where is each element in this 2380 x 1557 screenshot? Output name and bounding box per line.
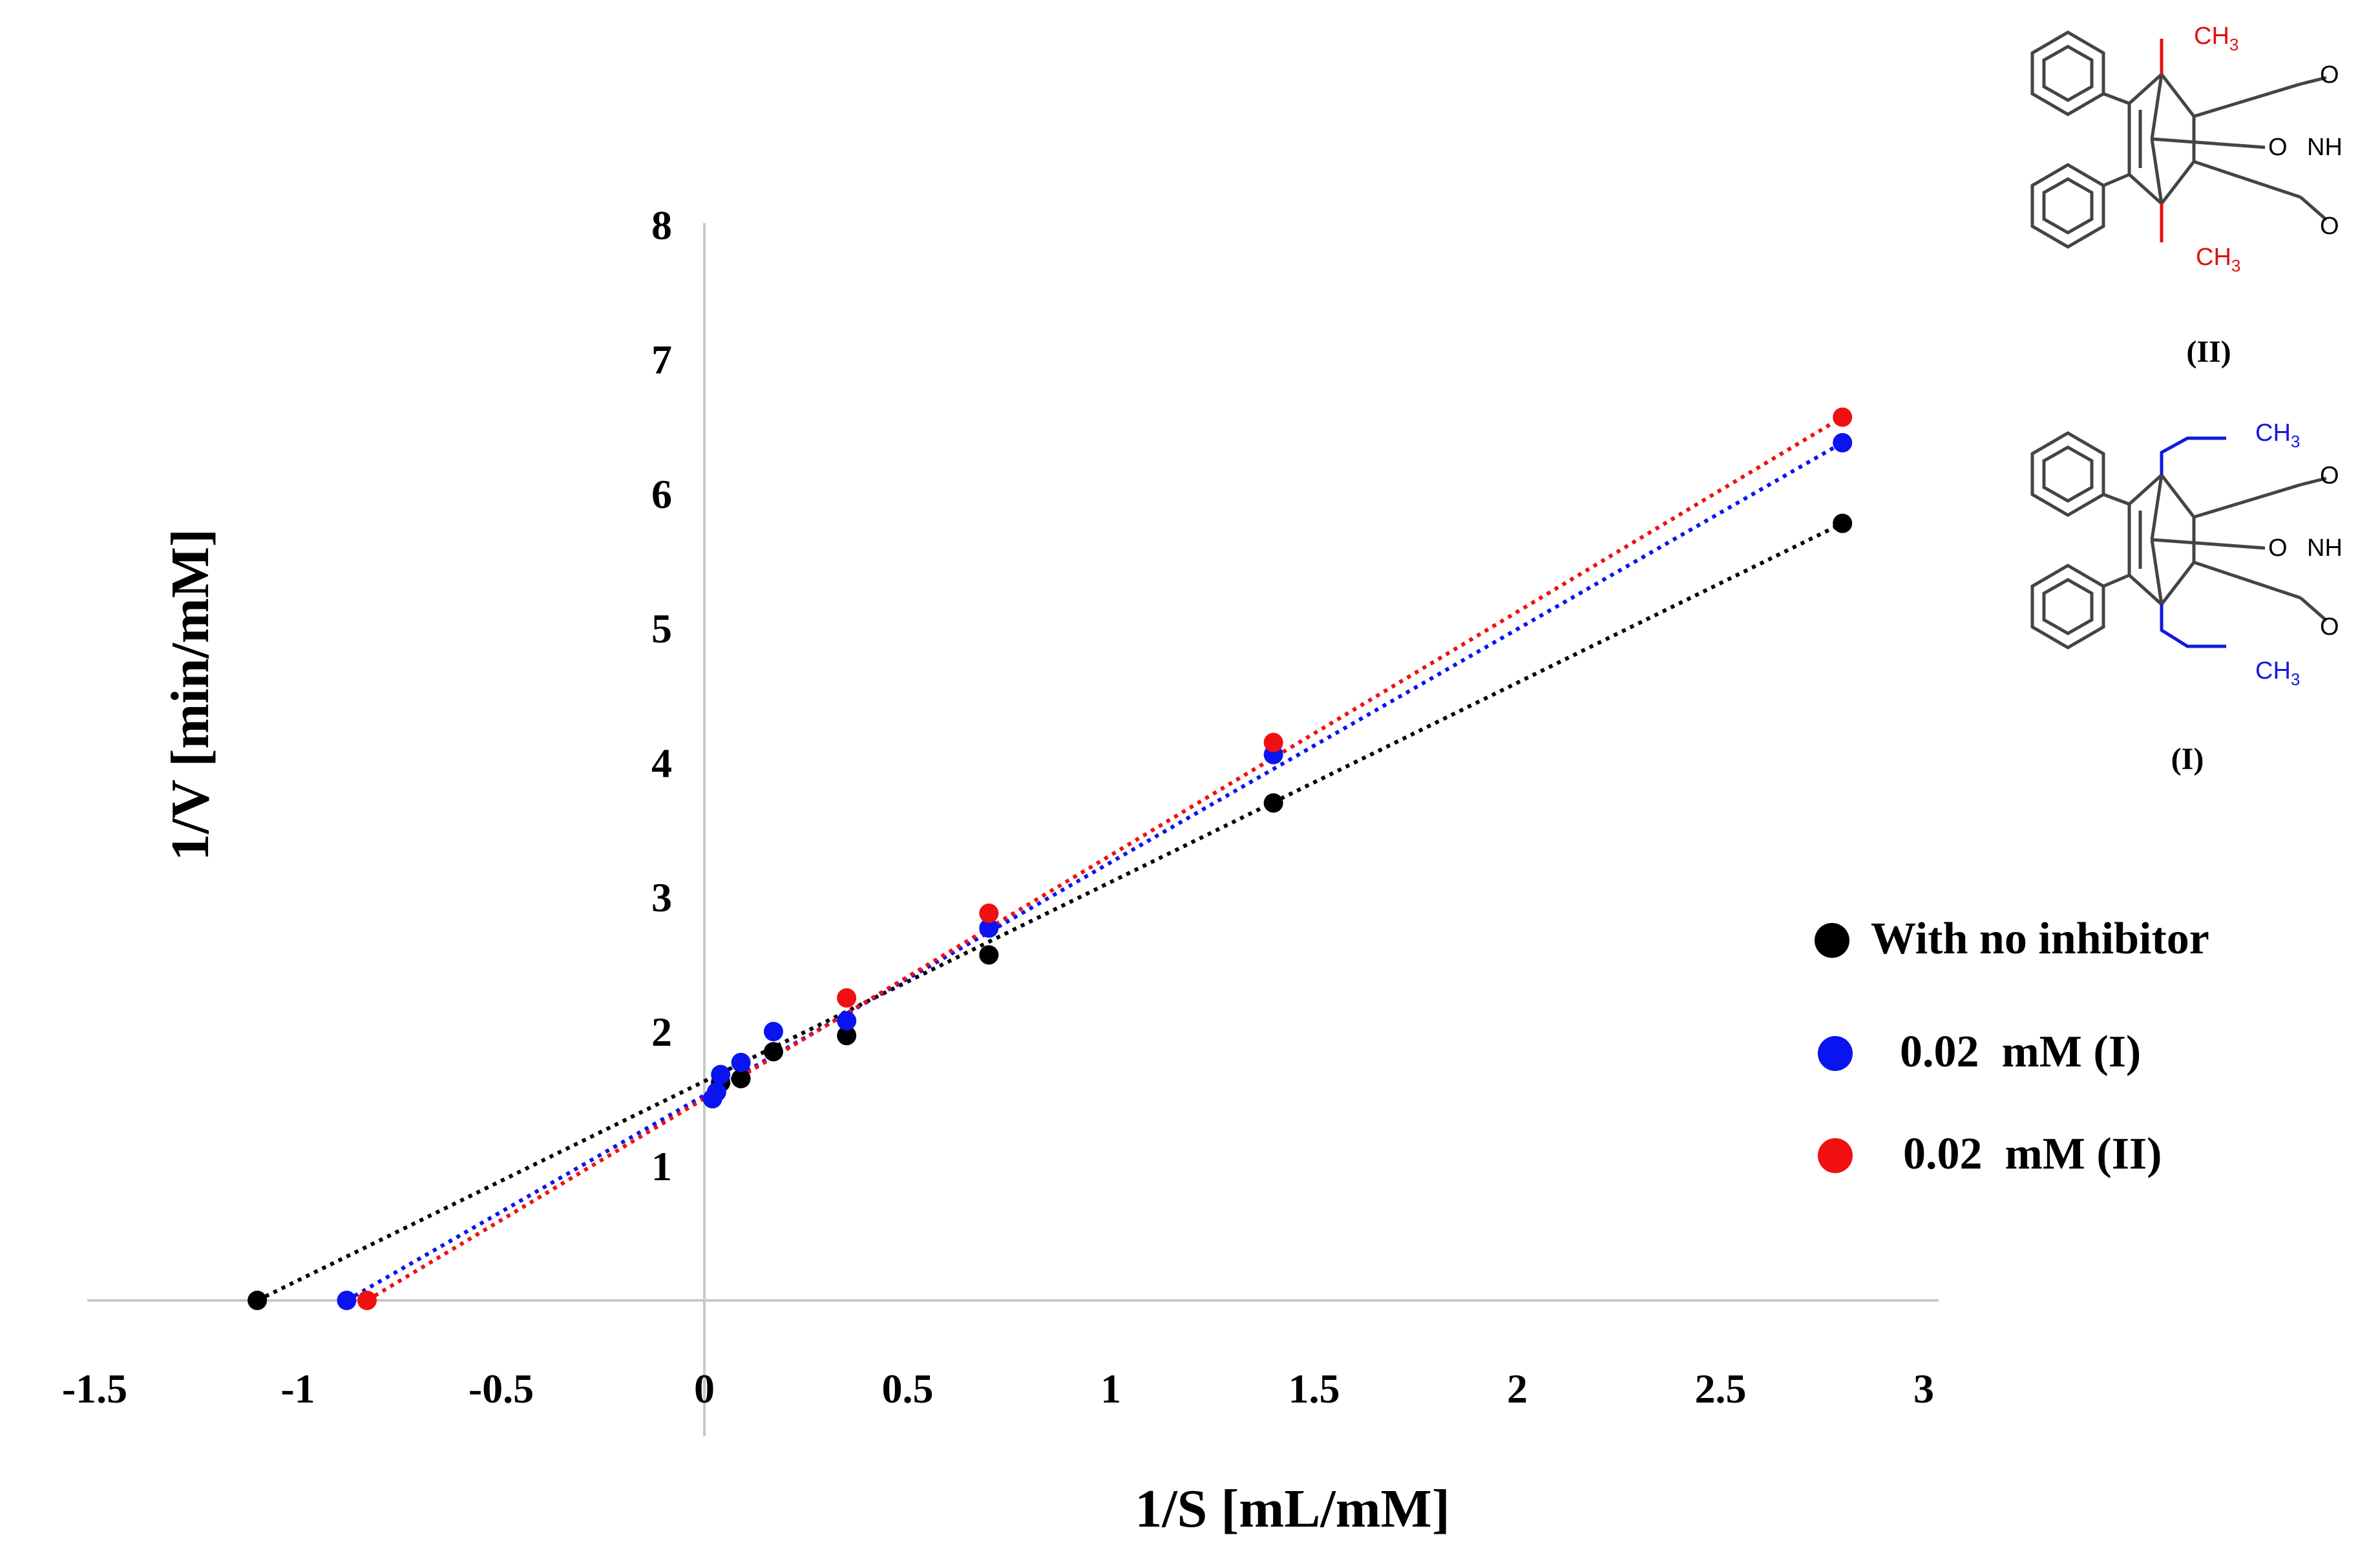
- legend-label-inhibitor-i: 0.02 mM (I): [1900, 1027, 2141, 1077]
- x-tick-label-8: 2.5: [1695, 1366, 1747, 1412]
- ethyl-label-i-lower: CH3: [2255, 657, 2300, 689]
- legend-marker-no-inhibitor: [1815, 923, 1849, 958]
- structure-ii: CH3 CH3 O NH O O (II): [2030, 23, 2343, 369]
- x-tick-label-3: 0: [694, 1366, 715, 1412]
- x-tick-label-7: 2: [1507, 1366, 1528, 1412]
- phenyl-ring-bottom-upper: [2030, 431, 2105, 517]
- x-tick-label-9: 3: [1913, 1366, 1934, 1412]
- point-no-inhibitor-2: [731, 1068, 751, 1088]
- point-inhibitor-i-5: [763, 1022, 783, 1041]
- point-inhibitor-ii-2: [979, 903, 999, 923]
- x-axis-title: 1/S [mL/mM]: [1135, 1479, 1450, 1539]
- x-tick-label-2: -0.5: [469, 1366, 534, 1412]
- point-inhibitor-ii-0: [357, 1291, 377, 1310]
- point-no-inhibitor-7: [1833, 513, 1853, 533]
- phenyl-ring-top-upper: [2030, 30, 2105, 116]
- atom-nh-ii: NH: [2307, 134, 2343, 161]
- y-tick-label-1: 2: [651, 1009, 672, 1055]
- point-no-inhibitor-4: [837, 1026, 857, 1046]
- point-inhibitor-i-0: [337, 1291, 357, 1310]
- y-tick-label-2: 3: [651, 874, 672, 920]
- legend-label-inhibitor-ii: 0.02 mM (II): [1903, 1129, 2162, 1179]
- legend-label-no-inhibitor: With no inhibitor: [1871, 914, 2209, 964]
- trendlines: [256, 415, 1844, 1302]
- methyl-label-ii-upper: CH3: [2194, 23, 2238, 54]
- atom-o-ii-bridge: O: [2268, 134, 2288, 161]
- point-inhibitor-i-4: [731, 1052, 751, 1072]
- structure-label-i: (I): [2171, 742, 2204, 776]
- atom-o-i-2: O: [2320, 613, 2339, 641]
- y-tick-labels: 1 2 3 4 5 6 7 8: [651, 202, 672, 1189]
- y-axis-title: 1/V [min/mM]: [160, 529, 220, 861]
- point-no-inhibitor-6: [1263, 793, 1283, 813]
- bicyclic-core-top: [2103, 73, 2328, 221]
- trendline-inhibitor-i: [345, 441, 1844, 1302]
- phenyl-ring-bottom-lower: [2030, 564, 2105, 650]
- methyl-label-ii-lower: CH3: [2196, 244, 2240, 275]
- ethyl-label-i-upper: CH3: [2255, 419, 2300, 451]
- point-inhibitor-ii-3: [1263, 732, 1283, 752]
- y-tick-label-3: 4: [651, 740, 672, 786]
- y-tick-label-7: 8: [651, 202, 672, 248]
- atom-o-i-1: O: [2320, 462, 2339, 489]
- y-tick-label-5: 6: [651, 471, 672, 517]
- structure-label-ii: (II): [2186, 335, 2231, 369]
- point-inhibitor-i-9: [1833, 432, 1853, 452]
- structure-i: CH3 CH3 O NH O O (I): [2030, 419, 2343, 776]
- x-tick-labels: -1.5 -1 -0.5 0 0.5 1 1.5 2 2.5 3: [62, 1366, 1934, 1412]
- y-tick-label-4: 5: [651, 606, 672, 651]
- ethyl-bond-lower: [2160, 604, 2226, 648]
- point-inhibitor-ii-4: [1833, 407, 1853, 427]
- point-inhibitor-i-3: [711, 1064, 731, 1085]
- bicyclic-core-bottom: [2103, 474, 2328, 622]
- point-no-inhibitor-5: [979, 945, 999, 965]
- y-tick-label-6: 7: [651, 337, 672, 383]
- x-tick-label-6: 1.5: [1289, 1366, 1340, 1412]
- trendline-no-inhibitor: [256, 522, 1844, 1302]
- atom-o-ii-2: O: [2320, 213, 2339, 240]
- point-inhibitor-ii-1: [837, 988, 857, 1008]
- x-tick-label-5: 1: [1100, 1366, 1121, 1412]
- trendline-inhibitor-ii: [366, 415, 1844, 1302]
- ethyl-bond-upper: [2160, 436, 2226, 475]
- y-tick-label-0: 1: [651, 1143, 672, 1189]
- x-tick-label-0: -1.5: [62, 1366, 127, 1412]
- point-inhibitor-i-2: [706, 1082, 726, 1102]
- x-tick-label-1: -1: [280, 1366, 315, 1412]
- legend: With no inhibitor 0.02 mM (I) 0.02 mM (I…: [1815, 914, 2209, 1179]
- atom-nh-i: NH: [2307, 535, 2343, 562]
- point-inhibitor-i-7: [979, 918, 999, 938]
- legend-marker-inhibitor-ii: [1818, 1138, 1853, 1173]
- point-inhibitor-i-6: [837, 1011, 857, 1031]
- atom-o-i-bridge: O: [2268, 535, 2288, 562]
- atom-o-ii-1: O: [2320, 61, 2339, 89]
- point-no-inhibitor-0: [247, 1291, 268, 1310]
- point-no-inhibitor-3: [763, 1042, 783, 1062]
- data-points: [247, 407, 1853, 1310]
- x-tick-label-4: 0.5: [882, 1366, 934, 1412]
- phenyl-ring-top-lower: [2030, 163, 2105, 249]
- legend-marker-inhibitor-i: [1818, 1036, 1853, 1071]
